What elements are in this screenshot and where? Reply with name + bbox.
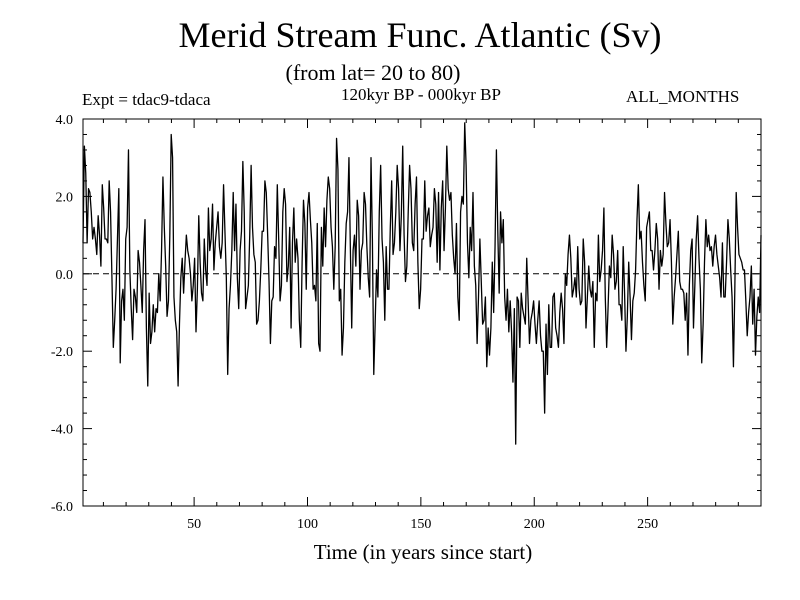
x-tick-label: 50	[187, 517, 201, 532]
chart-title: Merid Stream Func. Atlantic (Sv)	[178, 15, 662, 55]
chart-subtitle: (from lat= 20 to 80)	[285, 60, 461, 85]
y-tick-label: 0.0	[56, 268, 74, 283]
y-tick-label: -6.0	[51, 500, 73, 515]
x-tick-label: 200	[524, 517, 545, 532]
x-tick-label: 150	[410, 517, 431, 532]
y-minor-ticks	[83, 133, 761, 492]
y-tick-label: 2.0	[56, 190, 74, 205]
x-tick-label: 250	[637, 517, 658, 532]
y-tick-label: -4.0	[51, 423, 73, 438]
months-label: ALL_MONTHS	[626, 87, 740, 106]
experiment-label: Expt = tdac9-tdaca	[82, 90, 211, 109]
y-tick-label: -2.0	[51, 345, 73, 360]
x-axis-ticks: 50 100 150 200 250	[187, 119, 658, 532]
x-minor-ticks	[102, 119, 739, 506]
y-tick-label: 4.0	[56, 113, 74, 128]
period-label: 120kyr BP - 000kyr BP	[341, 85, 501, 104]
plot-frame	[82, 118, 762, 507]
x-axis-label: Time (in years since start)	[313, 540, 533, 564]
data-series-line	[82, 122, 762, 445]
x-tick-label: 100	[297, 517, 318, 532]
y-axis-ticks: -6.0 -4.0 -2.0 0.0 2.0 4.0	[51, 113, 761, 515]
